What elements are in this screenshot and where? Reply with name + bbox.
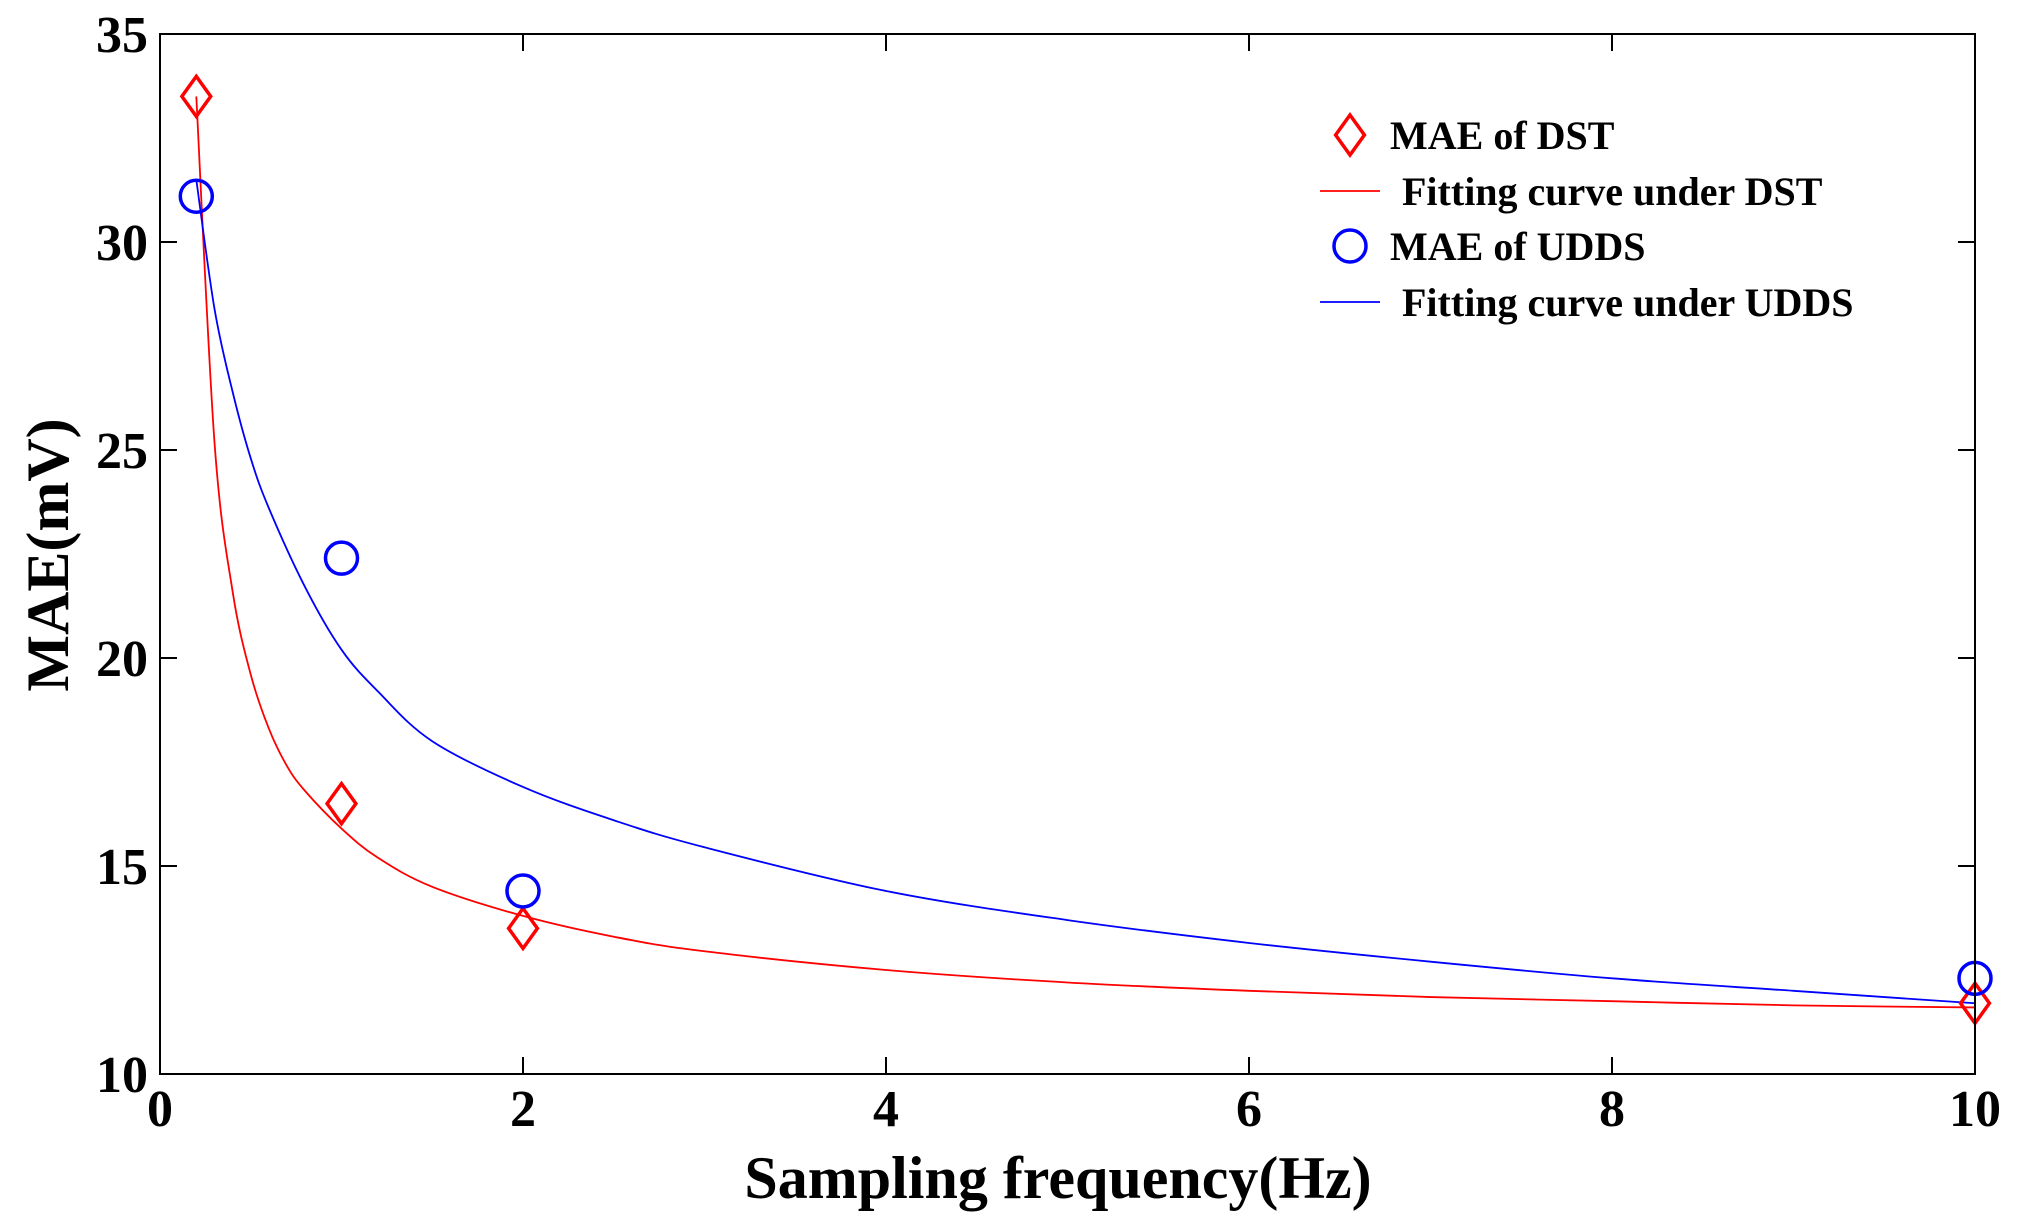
- x-tick-label: 8: [1599, 1081, 1625, 1138]
- y-tick-label: 10: [96, 1047, 148, 1104]
- legend: MAE of DST Fitting curve under DST MAE of …: [1320, 112, 1853, 325]
- legend-entry-label: MAE of UDDS: [1390, 224, 1646, 269]
- axis-ticks: 0 2 4 6 8 10 10 15 20 25 30 35: [96, 7, 2001, 1138]
- y-tick-label: 15: [96, 839, 148, 896]
- legend-circle-marker: [1332, 228, 1368, 264]
- udds-fitting-curve: [195, 179, 1976, 1005]
- y-tick-label: 25: [96, 423, 148, 480]
- y-axis-title: MAE(mV): [15, 418, 81, 691]
- legend-entry-label: Fitting curve under DST: [1402, 169, 1823, 214]
- legend-entry-label: Fitting curve under UDDS: [1402, 280, 1853, 325]
- x-axis-title: Sampling frequency(Hz): [744, 1145, 1371, 1211]
- x-tick-label: 6: [1236, 1081, 1262, 1138]
- y-tick-label: 20: [96, 631, 148, 688]
- dst-fitting-curve: [195, 96, 1976, 1009]
- plot-area-frame: [159, 33, 1976, 1075]
- x-tick-label: 4: [873, 1081, 899, 1138]
- legend-entry-label: MAE of DST: [1390, 113, 1615, 158]
- dst-data-point: [506, 905, 540, 952]
- udds-data-point: [323, 540, 360, 576]
- dst-data-point: [324, 780, 359, 827]
- x-tick-label: 10: [1949, 1081, 2001, 1138]
- y-tick-label: 35: [96, 7, 148, 64]
- y-tick-label: 30: [96, 215, 148, 272]
- x-tick-label: 2: [510, 1081, 536, 1138]
- x-tick-label: 0: [147, 1081, 173, 1138]
- legend-diamond-marker: [1333, 112, 1367, 158]
- udds-data-point: [505, 873, 541, 909]
- dst-data-point: [179, 73, 213, 120]
- udds-data-point: [178, 178, 215, 214]
